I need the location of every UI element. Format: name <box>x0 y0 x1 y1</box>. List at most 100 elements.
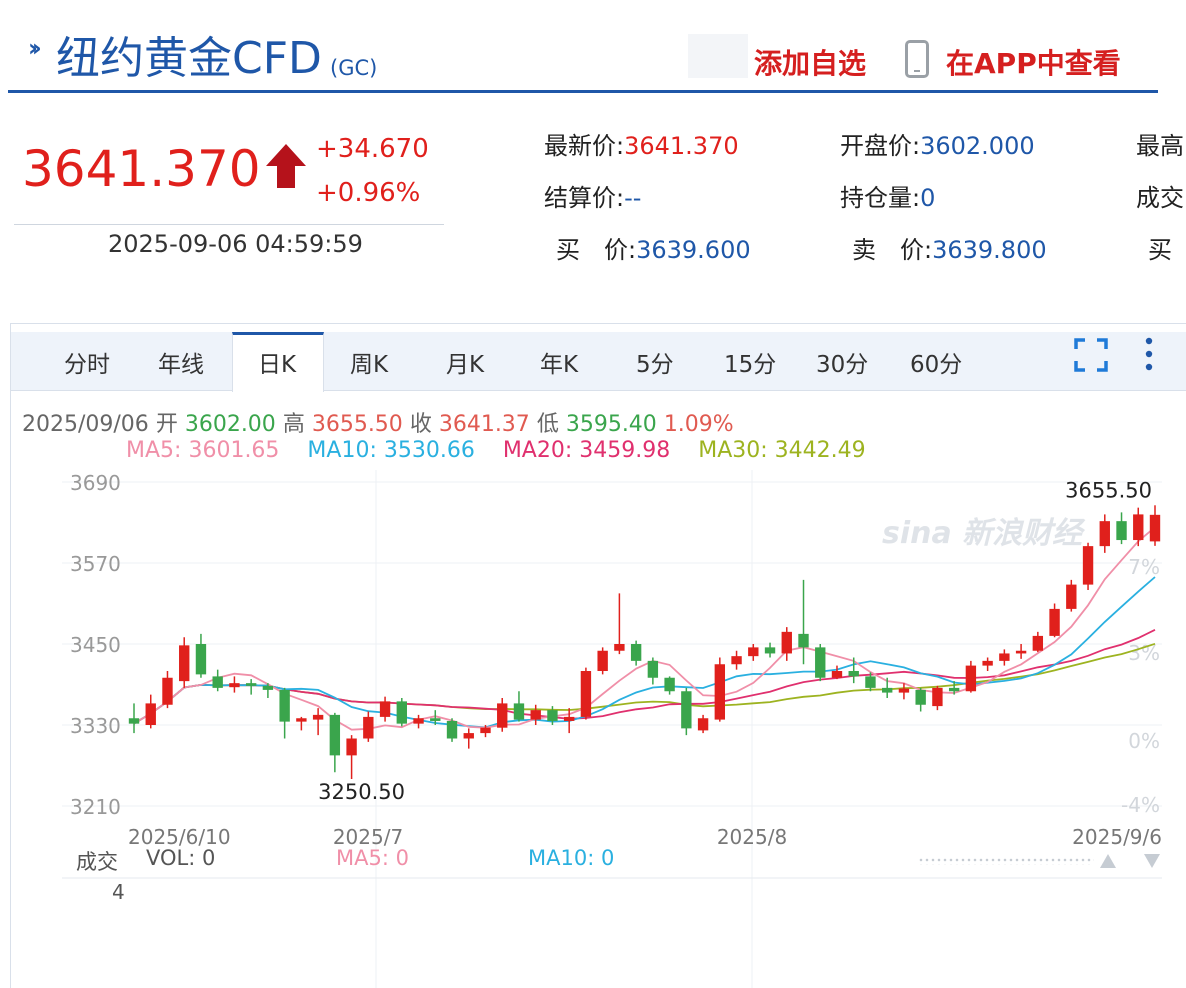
candle-body <box>1049 608 1060 636</box>
tab-intraday[interactable]: 分时 <box>64 352 110 378</box>
ma5-legend: MA5: 3601.65 <box>126 438 280 463</box>
vol-ma5-legend: MA5: 0 <box>336 846 409 870</box>
latest-price-row: 最新价:3641.370 <box>544 132 739 160</box>
pct-tick-label: 3% <box>1128 641 1160 665</box>
y-tick-label: 3690 <box>70 471 121 495</box>
tab-monthly-k[interactable]: 月K <box>446 352 485 378</box>
x-tick-label: 2025/6/10 <box>128 825 231 849</box>
candle-body <box>312 714 324 720</box>
candle-body <box>815 647 826 678</box>
candle-body <box>363 716 374 739</box>
candle-body <box>513 703 525 720</box>
candle-body <box>463 733 474 739</box>
pct-tick-label: -4% <box>1121 793 1160 817</box>
ma-legend: MA5: 3601.65 MA10: 3530.66 MA20: 3459.98… <box>126 438 866 463</box>
candle-body <box>446 720 458 739</box>
ask-price-row: 卖 价:3639.800 <box>852 236 1047 264</box>
candle-body <box>346 738 357 756</box>
candle-body <box>630 644 642 661</box>
pct-tick-label: 0% <box>1128 729 1160 753</box>
candle-body <box>580 671 592 717</box>
candle-body <box>948 687 960 692</box>
quote-time: 2025-09-06 04:59:59 <box>108 230 363 258</box>
candle-body <box>764 647 776 654</box>
header-divider <box>8 90 1158 93</box>
candle-body <box>162 677 173 705</box>
candle-body <box>497 703 508 728</box>
vol-ma10-legend: MA10: 0 <box>528 846 615 870</box>
quote-divider <box>14 224 444 225</box>
candle-body <box>614 644 625 651</box>
tab-yearly-k[interactable]: 年K <box>540 352 579 378</box>
tab-5min[interactable]: 5分 <box>636 352 674 378</box>
view-in-app-button[interactable]: 在APP中查看 <box>946 47 1121 80</box>
settle-price-row: 结算价:-- <box>544 184 642 212</box>
candle-body <box>932 687 943 707</box>
ma20-legend: MA20: 3459.98 <box>502 438 671 463</box>
candle-body <box>262 685 274 690</box>
candle-body <box>1032 635 1044 651</box>
candle-body <box>647 660 659 678</box>
add-watchlist-button[interactable]: 添加自选 <box>754 47 867 80</box>
phone-icon <box>905 40 929 78</box>
candle-body <box>982 660 993 666</box>
candle-body <box>597 650 608 671</box>
high-price-row: 最高 <box>1136 132 1184 160</box>
candle-body <box>1066 584 1077 609</box>
candle-body <box>430 718 441 721</box>
x-tick-label: 2025/8 <box>717 825 787 849</box>
tab-30min[interactable]: 30分 <box>816 352 869 378</box>
open-price-row: 开盘价:3602.000 <box>840 132 1035 160</box>
candle-body <box>296 718 307 722</box>
ohlc-info-line: 2025/09/06 开 3602.00 高 3655.50 收 3641.37… <box>22 412 734 437</box>
candle-body <box>915 689 926 705</box>
ma5-line <box>133 526 1156 731</box>
fullscreen-icon[interactable] <box>1074 338 1108 372</box>
tab-15min[interactable]: 15分 <box>724 352 777 378</box>
candle-body <box>999 653 1010 661</box>
scroll-arrows-icon[interactable] <box>1098 852 1164 870</box>
candle-body <box>212 676 223 688</box>
candle-body <box>848 671 859 677</box>
candle-body <box>1149 514 1161 542</box>
y-tick-label: 3450 <box>70 633 121 657</box>
y-tick-label: 3210 <box>70 795 121 819</box>
candle-body <box>714 664 726 720</box>
candle-body <box>1015 650 1027 654</box>
tab-weekly-k[interactable]: 周K <box>350 352 389 378</box>
current-price: 3641.370 <box>22 140 261 198</box>
candle-body <box>563 716 575 721</box>
candle-body <box>697 718 709 731</box>
sina-watermark-logo: sina 新浪财经 <box>882 516 1083 551</box>
period-tabbar <box>11 332 1186 391</box>
candle-body <box>681 691 692 729</box>
min-price-label: 3250.50 <box>318 780 405 804</box>
scroll-track[interactable] <box>918 857 1094 865</box>
candle-body <box>831 671 843 678</box>
ma10-legend: MA10: 3530.66 <box>307 438 475 463</box>
candle-body <box>731 656 742 665</box>
tab-60min[interactable]: 60分 <box>910 352 963 378</box>
candle-body <box>798 633 809 648</box>
candle-body <box>195 644 207 675</box>
instrument-code: (GC) <box>330 56 378 80</box>
tab-yearline[interactable]: 年线 <box>158 352 204 378</box>
candle-body <box>245 683 257 686</box>
candle-body <box>379 701 391 717</box>
y-tick-label: 3570 <box>70 552 121 576</box>
candle-body <box>547 710 558 721</box>
chart-panel <box>10 323 1186 988</box>
volume-row: 成交 <box>1136 184 1184 212</box>
candle-body <box>530 710 541 720</box>
candle-body <box>480 727 491 734</box>
candle-body <box>413 718 424 724</box>
volume-title: 成交 <box>76 850 118 874</box>
page-title: 纽约黄金CFD <box>56 33 322 84</box>
vol-axis-label: 4 <box>112 880 125 904</box>
candle-body <box>179 645 190 682</box>
more-options-icon[interactable] <box>1142 336 1156 372</box>
tab-daily-k[interactable]: 日K <box>258 352 297 378</box>
candle-body <box>781 631 792 654</box>
candle-body <box>279 689 290 722</box>
